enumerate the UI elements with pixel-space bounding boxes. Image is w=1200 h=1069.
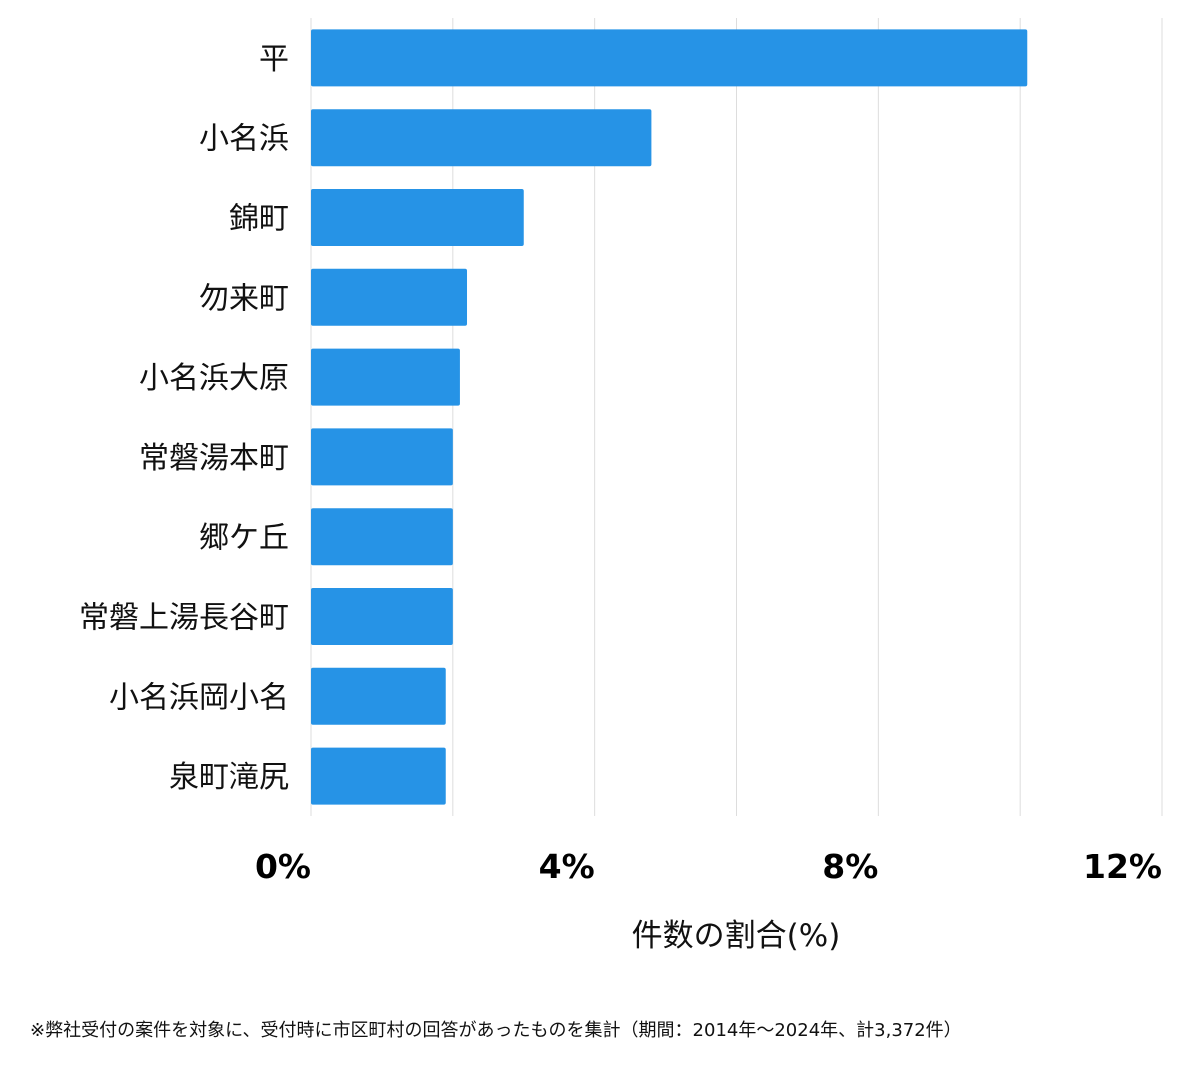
bar	[311, 747, 446, 805]
footnote: ※弊社受付の案件を対象に、受付時に市区町村の回答があったものを集計（期間：201…	[30, 1020, 962, 1041]
category-label: 郷ケ丘	[199, 521, 289, 556]
category-label: 泉町滝尻	[169, 760, 289, 795]
bar	[311, 109, 652, 167]
x-axis-title: 件数の割合(%)	[632, 918, 841, 954]
bar-chart: 平小名浜錦町勿来町小名浜大原常磐湯本町郷ケ丘常磐上湯長谷町小名浜岡小名泉町滝尻 …	[79, 18, 1163, 954]
category-label: 常磐湯本町	[139, 441, 289, 476]
category-label: 平	[259, 42, 289, 77]
category-label: 勿来町	[199, 281, 289, 316]
category-label: 小名浜岡小名	[109, 680, 289, 715]
category-label: 小名浜	[199, 122, 289, 157]
x-tick-label: 8%	[822, 847, 878, 886]
bars	[311, 29, 1028, 805]
bar	[311, 588, 453, 645]
bar	[311, 29, 1028, 87]
x-tick-label: 12%	[1083, 847, 1162, 886]
bar	[311, 268, 468, 326]
category-label: 小名浜大原	[139, 361, 289, 396]
x-tick-label: 4%	[539, 847, 595, 886]
bar	[311, 189, 524, 246]
bar	[311, 348, 460, 406]
category-label: 常磐上湯長谷町	[79, 601, 289, 636]
bar	[311, 508, 453, 566]
x-tick-labels: 0% 4% 8% 12%	[255, 847, 1162, 886]
bar	[311, 667, 446, 725]
category-label: 錦町	[229, 202, 289, 237]
x-tick-label: 0%	[255, 847, 311, 886]
bar	[311, 428, 453, 486]
